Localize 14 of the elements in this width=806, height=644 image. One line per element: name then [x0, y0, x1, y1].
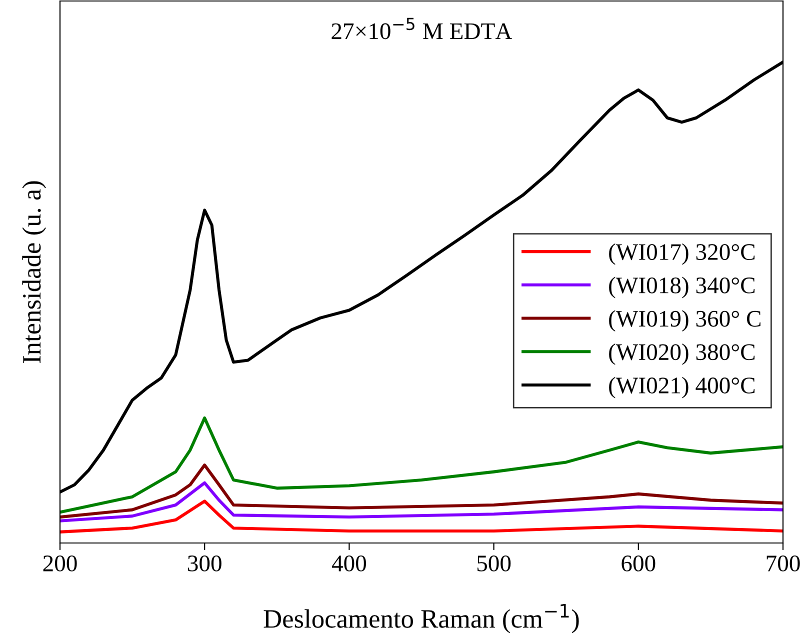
- legend-label: (WI017) 320°C: [609, 243, 755, 265]
- x-tick-label: 500: [477, 555, 511, 572]
- x-tick-label: 400: [332, 555, 366, 572]
- x-axis-title: Deslocamento Raman (cm$^{−1}$): [264, 604, 579, 634]
- y-axis-title: Intensidade (u. a): [22, 181, 46, 364]
- x-tick-label: 600: [622, 555, 656, 572]
- legend-label: (WI021) 400°C: [609, 376, 755, 398]
- chart-title: 27×10$^{−5}$ M EDTA: [332, 18, 512, 40]
- x-tick-label: 300: [188, 555, 222, 572]
- x-tick-label: 700: [766, 555, 800, 572]
- x-tick-label: 200: [43, 555, 77, 572]
- legend-label: (WI019) 360° C: [609, 310, 760, 332]
- legend-label: (WI020) 380°C: [609, 344, 755, 365]
- legend-label: (WI018) 340°C: [609, 276, 755, 298]
